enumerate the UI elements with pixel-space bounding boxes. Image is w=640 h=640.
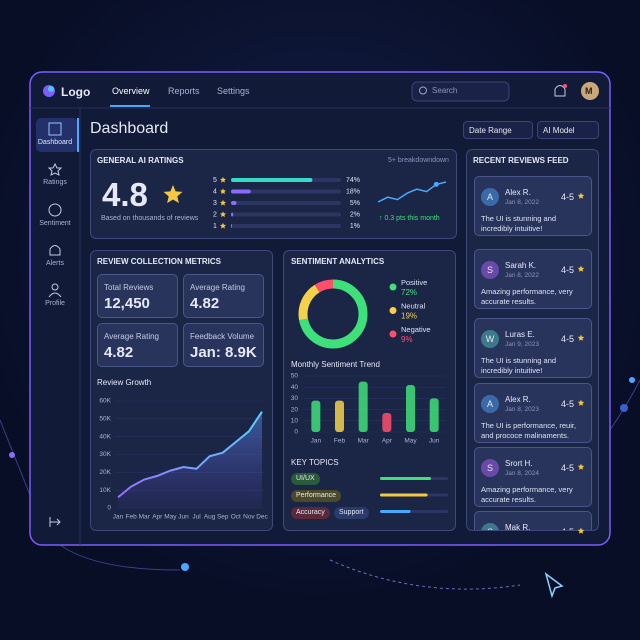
filter-label: Date Range: [469, 126, 512, 135]
card-title: REVIEW COLLECTION METRICS: [97, 257, 221, 266]
metric-value: 12,450: [104, 295, 150, 312]
nav-item[interactable]: Settings: [217, 86, 250, 96]
review-text: Amazing performance, very accurate resul…: [481, 485, 573, 504]
topic-label: Support: [339, 509, 364, 516]
metric-tile: Feedback Volume Jan: 8.9K: [183, 323, 264, 367]
review-date: Jan 8, 2023: [505, 406, 539, 413]
rating-note: Based on thousands of reviews: [101, 215, 199, 222]
reviewer-name: Alex R.: [505, 395, 531, 404]
topic-tag[interactable]: UI/UX: [291, 473, 320, 485]
filter-label: AI Model: [543, 126, 575, 135]
review-avatar: S: [481, 261, 499, 279]
card-title: SENTIMENT ANALYTICS: [291, 257, 385, 266]
avatar[interactable]: M: [585, 86, 593, 96]
reviewer-name: Luras E.: [505, 330, 535, 339]
review-item[interactable]: A Alex R. Jan 8, 2022 4-5 The UI is stunning…: [474, 176, 592, 236]
trend-note: ↑ 0.3 pts this month: [379, 215, 440, 222]
topic-tag[interactable]: Support: [334, 507, 369, 519]
metric-value: 4.82: [104, 344, 134, 361]
metric-tile: Average Rating 4.82: [183, 274, 264, 318]
review-text: The UI is stunning and incredibly intuit…: [481, 214, 557, 233]
review-rating: 4-5: [561, 399, 575, 409]
logo: Logo: [61, 85, 91, 99]
topic-tag[interactable]: Accuracy: [291, 507, 330, 519]
search-input[interactable]: Search: [432, 86, 458, 95]
review-date: Jan 8, 2022: [505, 199, 539, 206]
metric-label: Feedback Volume: [190, 332, 255, 341]
review-item[interactable]: S Sarah K. Jan 8, 2022 4-5 Amazing performan…: [474, 249, 592, 309]
sidebar-item[interactable]: Dashboard: [37, 139, 73, 146]
review-text: The UI is performance, reuir, and prococ…: [481, 421, 577, 440]
reviewer-name: Alex R.: [505, 188, 531, 197]
nav-item[interactable]: Reports: [168, 86, 200, 96]
card-title: GENERAL AI RATINGS: [97, 156, 184, 165]
review-item[interactable]: W Luras E. Jan 9, 2023 4-5 The UI is stunnin…: [474, 318, 592, 378]
reviewer-name: Mak R.: [505, 523, 531, 531]
review-avatar: A: [481, 188, 499, 206]
review-date: Jan 9, 2023: [505, 341, 539, 348]
reviewer-name: Srort H.: [505, 459, 533, 468]
review-item[interactable]: A Alex R. Jan 8, 2023 4-5 The UI is performa…: [474, 383, 592, 443]
metric-label: Average Rating: [104, 332, 159, 341]
section-title: KEY TOPICS: [291, 458, 339, 467]
review-rating: 4-5: [561, 527, 574, 530]
sidebar-item[interactable]: Alerts: [46, 260, 64, 267]
review-item[interactable]: S Srort H. Jan 8, 2024 4-5 Amazing performan…: [474, 447, 592, 507]
review-avatar: W: [481, 330, 499, 348]
review-date: Jan 8, 2024: [505, 470, 539, 477]
review-text: Amazing performance, very accurate resul…: [481, 287, 573, 306]
page-title: Dashboard: [90, 120, 169, 137]
topic-label: UI/UX: [296, 475, 315, 482]
metric-value: 4.82: [190, 295, 220, 312]
sidebar-item[interactable]: Sentiment: [39, 220, 71, 227]
topic-label: Accuracy: [296, 509, 325, 516]
metric-value: Jan: 8.9K: [190, 344, 257, 361]
card-title: RECENT REVIEWS FEED: [473, 156, 569, 165]
filter-dropdown[interactable]: Date Range: [463, 121, 533, 139]
topic-tag[interactable]: Performance: [291, 490, 342, 502]
review-avatar: A: [481, 395, 499, 413]
reviews-card: A Alex R. Jan 8, 2022 4-5 The UI is stunning…: [466, 149, 599, 531]
chart-title: Monthly Sentiment Trend: [291, 360, 380, 369]
breakdown-link[interactable]: 5+ breakdowndown: [388, 157, 449, 164]
filter-dropdown[interactable]: AI Model: [537, 121, 599, 139]
review-avatar: S: [481, 523, 499, 530]
reviewer-name: Sarah K.: [505, 261, 537, 270]
review-avatar: S: [481, 459, 499, 477]
metric-label: Average Rating: [190, 283, 245, 292]
topic-label: Performance: [296, 492, 337, 499]
review-rating: 4-5: [561, 192, 575, 202]
chart-title: Review Growth: [97, 378, 152, 387]
sidebar-item[interactable]: Ratings: [43, 179, 67, 186]
rating-score: 4.8: [102, 176, 148, 213]
metric-tile: Total Reviews 12,450: [97, 274, 178, 318]
review-text: The UI is stunning and incredibly intuit…: [481, 356, 557, 375]
nav-underline: [110, 105, 150, 107]
sidebar-item[interactable]: Profile: [45, 300, 65, 307]
review-date: Jan 8, 2022: [505, 272, 539, 279]
review-rating: 4-5: [561, 334, 575, 344]
metric-label: Total Reviews: [104, 283, 154, 292]
review-rating: 4-5: [561, 463, 575, 473]
review-rating: 4-5: [561, 265, 575, 275]
nav-item[interactable]: Overview: [112, 86, 150, 96]
metric-tile: Average Rating 4.82: [97, 323, 178, 367]
sentiment-card: [283, 250, 456, 531]
